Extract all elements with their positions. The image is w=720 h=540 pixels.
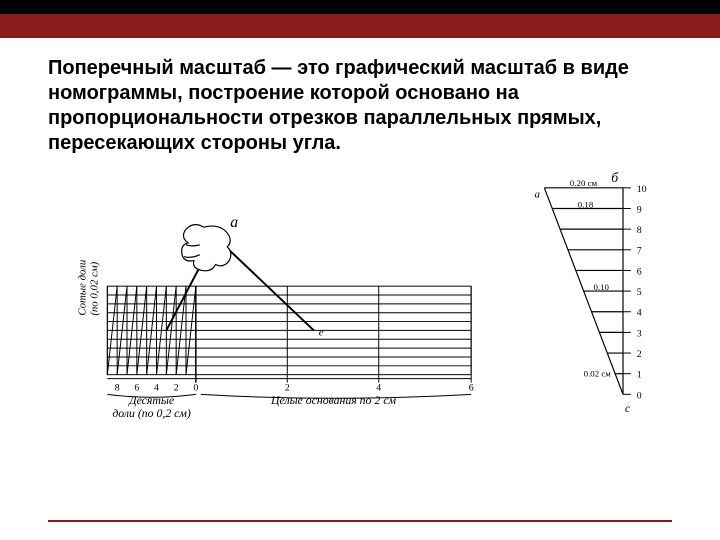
rn-0: 0 <box>637 390 642 401</box>
tick-0: 0 <box>193 382 198 393</box>
rn-4: 4 <box>637 308 642 319</box>
tick-2: 2 <box>174 382 179 393</box>
rn-5: 5 <box>637 287 642 298</box>
rn-6: 6 <box>637 266 642 277</box>
tick-r6: 6 <box>469 382 474 393</box>
y-axis-label-2: (по 0,02 см) <box>88 261 100 315</box>
tick-4: 4 <box>154 382 159 393</box>
label-a: a <box>230 214 238 231</box>
rn-10: 10 <box>637 184 647 195</box>
tick-r4: 4 <box>376 382 381 393</box>
definition-text: Поперечный масштаб — это графический мас… <box>48 56 672 156</box>
transversal-scale-diagram: 8 6 4 2 0 2 4 6 Сотые доли (по 0,02 см) … <box>68 166 491 426</box>
label-c: c <box>625 401 631 415</box>
il-020: 0.20 см <box>570 178 598 188</box>
il-002: 0.02 см <box>583 369 611 379</box>
tick-6: 6 <box>134 382 139 393</box>
x-left-label-2: доли (по 0,2 см) <box>112 406 191 420</box>
rn-2: 2 <box>637 349 642 360</box>
diagram-area: 8 6 4 2 0 2 4 6 Сотые доли (по 0,02 см) … <box>48 166 672 426</box>
il-010: 0.10 <box>593 282 609 292</box>
label-a-right: a <box>534 189 539 201</box>
header-bar <box>0 0 720 38</box>
label-b: б <box>611 170 619 185</box>
rn-7: 7 <box>637 246 642 257</box>
rn-8: 8 <box>637 225 642 236</box>
rn-9: 9 <box>637 204 642 215</box>
term: Поперечный масштаб <box>48 57 266 79</box>
label-e: e <box>319 326 324 338</box>
y-axis-label-1: Сотые доли <box>77 259 89 316</box>
rn-1: 1 <box>637 370 642 381</box>
tick-r2: 2 <box>285 382 290 393</box>
content-area: Поперечный масштаб — это графический мас… <box>0 38 720 436</box>
footer-accent-line <box>48 520 672 522</box>
hand-divider-icon <box>166 225 313 331</box>
il-018: 0.18 <box>578 199 594 209</box>
tick-8: 8 <box>115 382 120 393</box>
proportion-triangle-diagram: б c a 10 9 8 7 6 5 4 3 2 1 0 0.20 см 0.1… <box>505 166 672 426</box>
x-right-label: Целые основания по 2 см <box>270 393 396 407</box>
rn-3: 3 <box>637 328 642 339</box>
